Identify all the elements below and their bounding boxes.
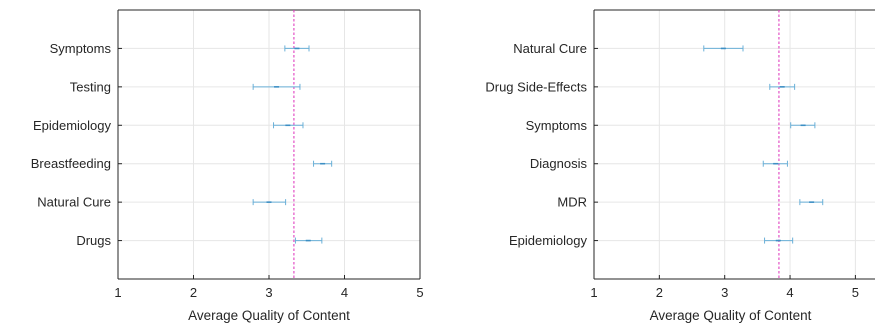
x-tick-label: 3: [721, 285, 728, 300]
x-tick-label: 2: [656, 285, 663, 300]
x-tick-label: 5: [852, 285, 859, 300]
y-tick-label: Natural Cure: [37, 195, 111, 210]
x-tick-label: 4: [786, 285, 793, 300]
x-tick-label: 1: [590, 285, 597, 300]
y-tick-label: Epidemiology: [509, 233, 588, 248]
y-tick-label: Symptoms: [50, 41, 112, 56]
x-axis-label: Average Quality of Content: [188, 308, 350, 323]
plot-area: [594, 10, 875, 279]
y-tick-label: Natural Cure: [513, 41, 587, 56]
right-panel: 1 2 3 4 5 Natural Cure Drug Side-Effects Sympto…: [485, 9, 875, 323]
x-axis-label: Average Quality of Content: [650, 308, 812, 323]
y-tick-label: MDR: [557, 195, 587, 210]
left-panel: 1 2 3 4 5 Symptoms Testing Epidemiology Breastfe…: [31, 9, 424, 323]
y-tick-label: Drug Side-Effects: [485, 79, 587, 94]
x-tick-label: 1: [114, 285, 121, 300]
y-tick-label: Epidemiology: [33, 118, 112, 133]
y-tick-label: Symptoms: [526, 118, 588, 133]
x-tick-label: 5: [416, 285, 423, 300]
x-tick-label: 3: [265, 285, 272, 300]
y-tick-label: Breastfeeding: [31, 156, 111, 171]
y-tick-label: Diagnosis: [530, 156, 588, 171]
y-tick-label: Drugs: [76, 233, 111, 248]
y-tick-label: Testing: [70, 79, 111, 94]
x-tick-label: 2: [190, 285, 197, 300]
x-tick-label: 4: [341, 285, 348, 300]
